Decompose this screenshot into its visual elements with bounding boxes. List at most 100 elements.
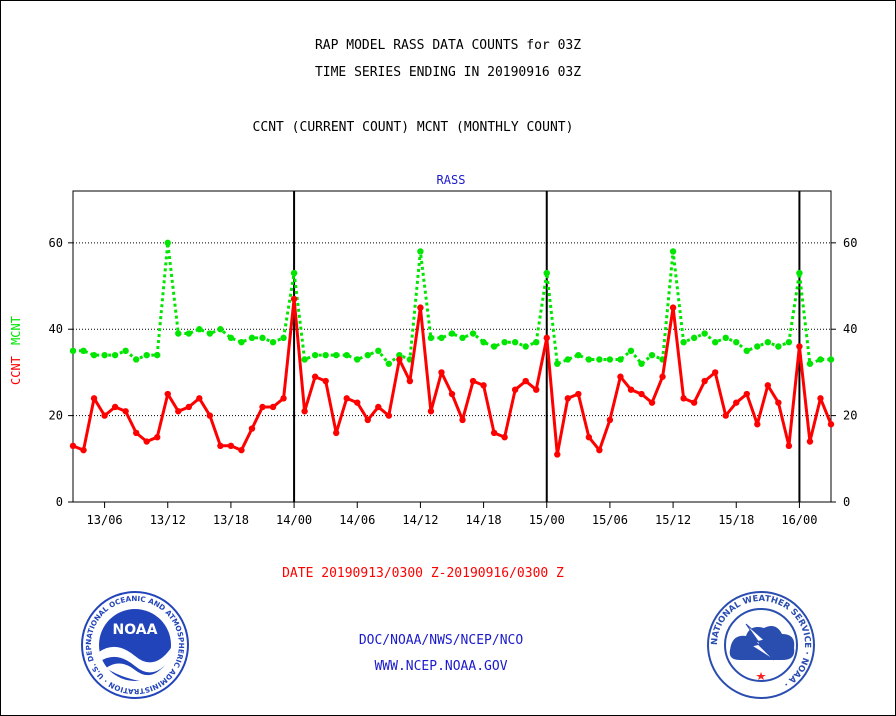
mcnt-point bbox=[269, 338, 277, 346]
mcnt-point bbox=[638, 360, 645, 367]
mcnt-point bbox=[354, 356, 361, 363]
y-tick-label-right: 40 bbox=[843, 322, 857, 336]
ccnt-point bbox=[101, 412, 108, 419]
ccnt-point bbox=[154, 434, 161, 441]
ccnt-point bbox=[701, 377, 708, 385]
mcnt-point bbox=[617, 356, 624, 363]
ccnt-point bbox=[269, 403, 277, 411]
mcnt-point bbox=[227, 334, 235, 342]
mcnt-point bbox=[122, 347, 129, 355]
ccnt-point bbox=[354, 399, 361, 406]
mcnt-point bbox=[164, 239, 171, 247]
y-tick-label: 0 bbox=[56, 495, 63, 509]
mcnt-point bbox=[722, 334, 729, 342]
ccnt-point bbox=[648, 399, 656, 406]
y-tick-label-right: 0 bbox=[843, 495, 850, 509]
ccnt-point bbox=[690, 399, 698, 406]
x-tick-label: 16/00 bbox=[781, 513, 817, 527]
mcnt-point bbox=[627, 347, 635, 355]
ccnt-point bbox=[122, 408, 129, 415]
mcnt-point bbox=[438, 334, 445, 342]
ccnt-point bbox=[217, 442, 224, 450]
y-axis-left: 0 20 40 60 bbox=[49, 236, 73, 509]
noaa-logo: NATIONAL OCEANIC AND ATMOSPHERIC ADMINIS… bbox=[80, 590, 189, 699]
ccnt-point bbox=[438, 369, 445, 376]
mcnt-point bbox=[259, 334, 266, 342]
website-link[interactable]: WWW.NCEP.NOAA.GOV bbox=[374, 659, 508, 674]
mcnt-point bbox=[775, 343, 782, 350]
legend-description: CCNT (CURRENT COUNT) MCNT (MONTHLY COUNT… bbox=[252, 120, 574, 135]
agency-link[interactable]: DOC/NOAA/NWS/NCEP/NCO bbox=[358, 633, 524, 648]
ccnt-point bbox=[364, 416, 371, 424]
mcnt-point bbox=[648, 351, 656, 359]
mcnt-point bbox=[796, 269, 803, 277]
mcnt-point bbox=[143, 351, 150, 359]
mcnt-point bbox=[238, 338, 245, 346]
mcnt-point bbox=[311, 351, 319, 359]
ccnt-point bbox=[469, 377, 477, 385]
mcnt-point bbox=[806, 360, 814, 367]
ccnt-point bbox=[554, 451, 561, 458]
grid-lines bbox=[73, 242, 831, 417]
y-tick-label: 20 bbox=[49, 409, 63, 423]
mcnt-point bbox=[154, 351, 161, 359]
ccnt-point bbox=[585, 434, 593, 441]
y-tick-label: 60 bbox=[49, 236, 63, 250]
ccnt-point bbox=[417, 304, 424, 311]
y-axis-right: 0 20 40 60 bbox=[831, 236, 857, 509]
ccnt-point bbox=[827, 421, 835, 428]
mcnt-point bbox=[733, 338, 740, 346]
mcnt-point bbox=[448, 330, 456, 337]
noaa-wordmark: NOAA bbox=[113, 622, 158, 638]
mcnt-point bbox=[196, 326, 203, 333]
y-tick-label: 40 bbox=[49, 322, 63, 336]
series-mcnt bbox=[69, 239, 835, 367]
mcnt-point bbox=[701, 330, 708, 337]
mcnt-point bbox=[764, 338, 772, 346]
mcnt-point bbox=[543, 269, 550, 277]
x-axis: 13/06 13/12 13/18 14/00 14/06 14/12 14/18 15/00… bbox=[87, 502, 817, 527]
ccnt-point bbox=[817, 395, 824, 402]
mcnt-point bbox=[522, 343, 529, 350]
mcnt-point bbox=[585, 356, 593, 363]
mcnt-point bbox=[111, 351, 119, 359]
ccnt-point bbox=[617, 373, 624, 380]
mcnt-point bbox=[554, 360, 561, 367]
mcnt-point bbox=[280, 334, 287, 342]
mcnt-point bbox=[501, 338, 508, 346]
mcnt-point bbox=[301, 356, 308, 363]
ccnt-point bbox=[733, 399, 740, 406]
ccnt-point bbox=[164, 390, 171, 398]
ccnt-point bbox=[448, 390, 456, 398]
mcnt-point bbox=[511, 338, 519, 346]
ccnt-point bbox=[69, 442, 77, 450]
mcnt-point bbox=[206, 330, 214, 337]
ccnt-point bbox=[533, 386, 540, 393]
series-ccnt bbox=[69, 295, 835, 458]
ccnt-point bbox=[722, 412, 729, 419]
ccnt-point bbox=[343, 395, 350, 402]
ccnt-point bbox=[248, 425, 256, 432]
mcnt-point bbox=[690, 334, 698, 342]
mcnt-point bbox=[290, 269, 298, 277]
mcnt-point bbox=[606, 356, 614, 363]
x-tick-label: 15/00 bbox=[529, 513, 565, 527]
ccnt-line bbox=[72, 297, 833, 456]
ccnt-point bbox=[522, 377, 529, 385]
ccnt-point bbox=[785, 442, 793, 450]
ccnt-point bbox=[575, 390, 582, 398]
mcnt-point bbox=[564, 356, 572, 363]
mcnt-line bbox=[73, 241, 831, 366]
mcnt-point bbox=[459, 334, 466, 342]
mcnt-point bbox=[90, 351, 98, 359]
ccnt-point bbox=[543, 334, 550, 342]
mcnt-point bbox=[596, 356, 603, 363]
mcnt-point bbox=[322, 351, 329, 359]
mcnt-point bbox=[575, 351, 582, 359]
y-label-mcnt: MCNT bbox=[9, 316, 23, 345]
mcnt-point bbox=[175, 330, 182, 337]
ccnt-point bbox=[259, 403, 266, 411]
mcnt-point bbox=[385, 360, 393, 367]
chart-title-line-2: TIME SERIES ENDING IN 20190916 03Z bbox=[314, 65, 582, 80]
ccnt-point bbox=[132, 429, 140, 437]
